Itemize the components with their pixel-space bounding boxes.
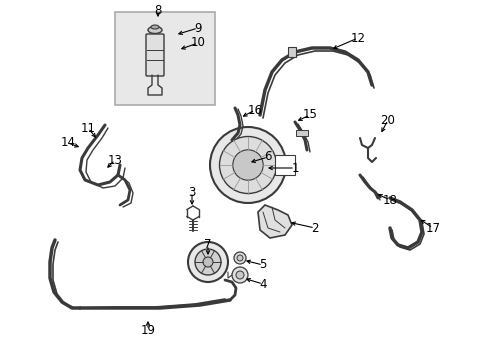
Circle shape: [203, 257, 213, 267]
Circle shape: [219, 136, 276, 194]
Text: 8: 8: [154, 4, 162, 17]
Ellipse shape: [151, 25, 159, 29]
Circle shape: [237, 255, 243, 261]
Bar: [295, 130, 307, 136]
Text: 6: 6: [264, 150, 271, 163]
Circle shape: [209, 127, 285, 203]
Polygon shape: [258, 205, 291, 238]
Text: 3: 3: [188, 185, 195, 198]
Text: 9: 9: [194, 22, 202, 35]
Text: 15: 15: [302, 108, 317, 122]
Circle shape: [195, 249, 221, 275]
Circle shape: [231, 267, 247, 283]
Text: 11: 11: [81, 122, 95, 135]
Circle shape: [187, 242, 227, 282]
Text: 18: 18: [382, 194, 397, 207]
Text: 14: 14: [61, 136, 75, 149]
Text: 2: 2: [311, 221, 318, 234]
Text: 1: 1: [291, 162, 298, 175]
Text: 5: 5: [259, 258, 266, 271]
Text: 10: 10: [190, 36, 205, 49]
Ellipse shape: [148, 27, 162, 33]
Text: 20: 20: [380, 113, 395, 126]
Bar: [274, 155, 294, 175]
Bar: [115, 12, 215, 105]
Bar: [287, 47, 295, 57]
Text: 19: 19: [140, 324, 155, 337]
Text: 17: 17: [425, 221, 440, 234]
Text: 12: 12: [350, 31, 365, 45]
Circle shape: [236, 271, 244, 279]
Text: 7: 7: [204, 238, 211, 252]
Circle shape: [234, 252, 245, 264]
Text: 13: 13: [107, 153, 122, 166]
Text: 4: 4: [259, 278, 266, 291]
Text: 16: 16: [247, 104, 262, 117]
FancyBboxPatch shape: [146, 34, 163, 76]
Circle shape: [232, 150, 263, 180]
